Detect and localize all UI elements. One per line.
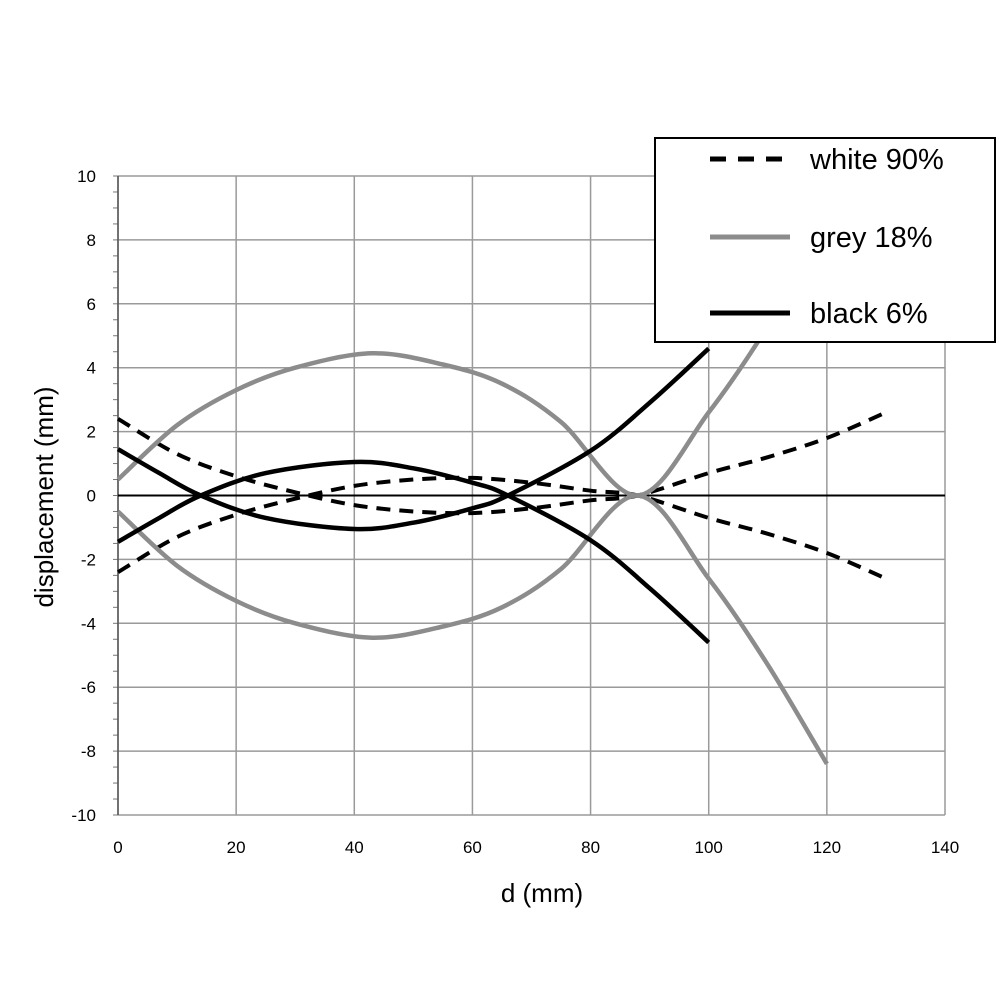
series-line-white-90- [116, 475, 887, 581]
x-tick-label: 40 [345, 838, 364, 857]
y-tick-label: 10 [77, 167, 96, 186]
legend-box [654, 137, 996, 343]
x-tick-label: 100 [695, 838, 723, 857]
x-tick-label: 0 [113, 838, 122, 857]
y-tick-label: -6 [81, 678, 96, 697]
y-tick-label: 6 [87, 295, 96, 314]
series-line-grey-18- [116, 222, 829, 498]
series-line-grey-18- [116, 493, 829, 766]
x-tick-label: 60 [463, 838, 482, 857]
series-lines [116, 222, 887, 766]
y-tick-label: 0 [87, 487, 96, 506]
series-line-black-6- [116, 459, 711, 645]
tick-labels: 0 20 40 60 80 100 120 140 -10 -8 -6 -4 -2 0 2 4 6 8 10 [71, 167, 959, 857]
y-axis-title: displacement (mm) [29, 386, 59, 607]
x-tick-label: 120 [813, 838, 841, 857]
x-axis-title: d (mm) [501, 878, 583, 908]
legend-label: white 90% [809, 144, 944, 176]
series-line-black-6- [116, 346, 711, 532]
series-line-white-90- [116, 410, 887, 516]
legend: white 90% grey 18% black 6% [654, 137, 996, 343]
y-tick-label: -2 [81, 550, 96, 569]
y-tick-label: 8 [87, 231, 96, 250]
legend-label: black 6% [810, 298, 928, 330]
x-tick-label: 80 [581, 838, 600, 857]
legend-label: grey 18% [810, 222, 933, 254]
y-tick-label: -8 [81, 742, 96, 761]
x-tick-label: 140 [931, 838, 959, 857]
y-tick-label: 4 [87, 359, 96, 378]
y-tick-label: -4 [81, 614, 96, 633]
y-tick-label: -10 [71, 806, 96, 825]
x-tick-label: 20 [227, 838, 246, 857]
axes [113, 175, 945, 816]
y-tick-label: 2 [87, 423, 96, 442]
